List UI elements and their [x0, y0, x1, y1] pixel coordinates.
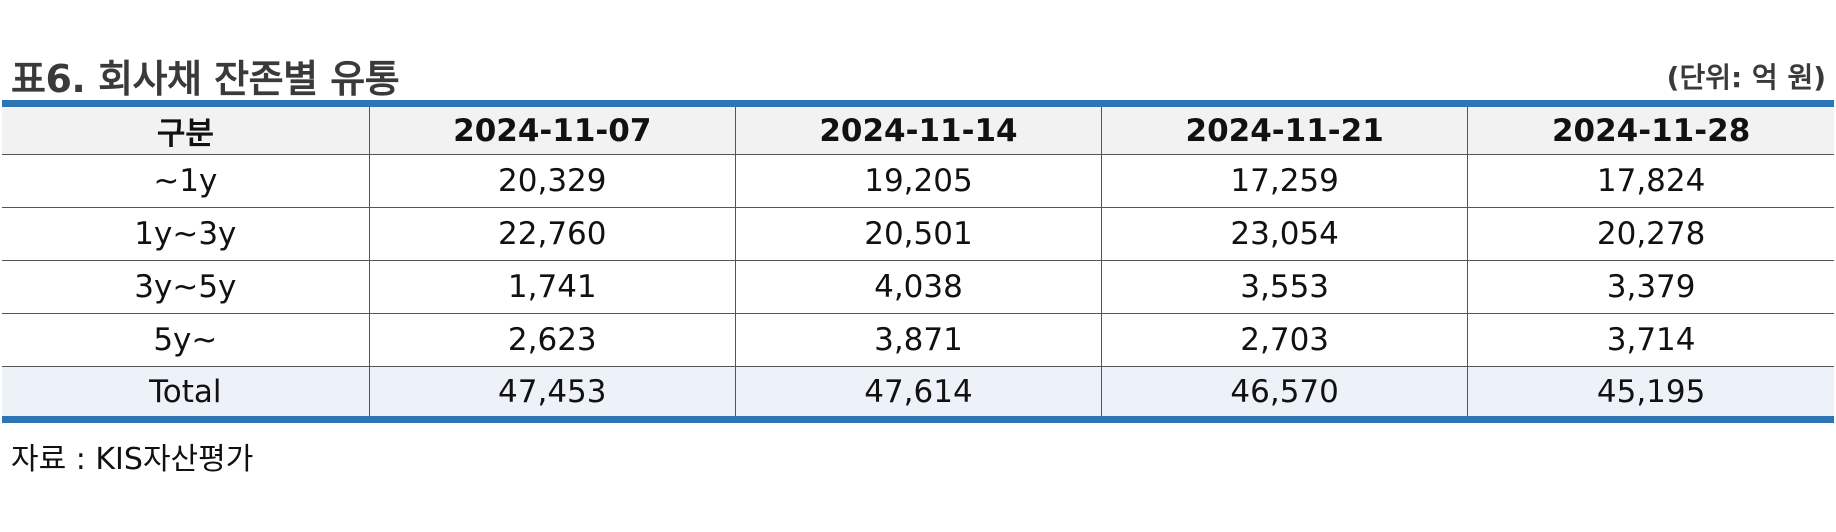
row-label: 3y~5y: [2, 260, 370, 314]
table-cell: 22,760: [368, 207, 736, 261]
total-cell: 47,453: [368, 366, 736, 420]
header-date: 2024-11-28: [1467, 103, 1834, 155]
row-label: ~1y: [2, 154, 370, 208]
table-container: 구분 2024-11-07 2024-11-14 2024-11-21 2024…: [2, 100, 1834, 423]
header-date: 2024-11-07: [368, 103, 736, 155]
total-cell: 46,570: [1101, 366, 1468, 420]
row-label: 1y~3y: [2, 207, 370, 261]
header-category: 구분: [2, 103, 370, 155]
table-cell: 3,871: [734, 313, 1102, 367]
table-cell: 20,278: [1467, 207, 1834, 261]
table-cell: 17,824: [1467, 154, 1834, 208]
table-cell: 23,054: [1101, 207, 1468, 261]
table-cell: 20,329: [368, 154, 736, 208]
total-row: Total 47,453 47,614 46,570 45,195: [2, 366, 1834, 420]
row-label: 5y~: [2, 313, 370, 367]
header-date: 2024-11-14: [734, 103, 1102, 155]
total-cell: 47,614: [734, 366, 1102, 420]
table-cell: 1,741: [368, 260, 736, 314]
table-cell: 4,038: [734, 260, 1102, 314]
table-row: 5y~ 2,623 3,871 2,703 3,714: [2, 313, 1834, 367]
table-cell: 3,553: [1101, 260, 1468, 314]
title-row: 표6. 회사채 잔존별 유통 (단위: 억 원): [0, 48, 1836, 101]
table-cell: 3,714: [1467, 313, 1834, 367]
table-cell: 20,501: [734, 207, 1102, 261]
row-label-total: Total: [2, 366, 370, 420]
table-cell: 2,703: [1101, 313, 1468, 367]
table-cell: 3,379: [1467, 260, 1834, 314]
table-cell: 2,623: [368, 313, 736, 367]
table-row: 3y~5y 1,741 4,038 3,553 3,379: [2, 260, 1834, 314]
bond-maturity-table: 구분 2024-11-07 2024-11-14 2024-11-21 2024…: [2, 100, 1834, 423]
table-title: 표6. 회사채 잔존별 유통: [11, 57, 400, 101]
header-date: 2024-11-21: [1101, 103, 1468, 155]
unit-label: (단위: 억 원): [1666, 61, 1826, 94]
table-row: 1y~3y 22,760 20,501 23,054 20,278: [2, 207, 1834, 261]
source-note: 자료 : KIS자산평가: [11, 442, 254, 477]
total-cell: 45,195: [1467, 366, 1834, 420]
header-row: 구분 2024-11-07 2024-11-14 2024-11-21 2024…: [2, 103, 1834, 155]
table-row: ~1y 20,329 19,205 17,259 17,824: [2, 154, 1834, 208]
table-cell: 19,205: [734, 154, 1102, 208]
table-cell: 17,259: [1101, 154, 1468, 208]
